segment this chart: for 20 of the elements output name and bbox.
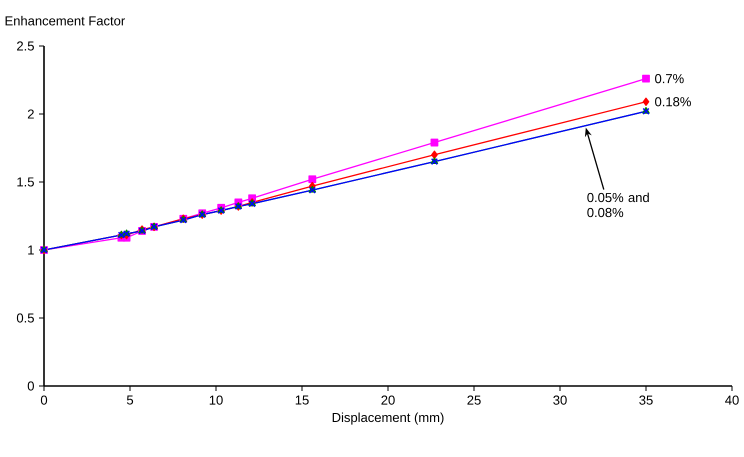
y-tick-label: 2.5 [17,41,34,51]
x-tick-label: 5 [126,396,134,405]
series-label: 0.7% [655,74,684,84]
x-tick-label: 35 [639,396,653,405]
y-tick-label: 1.5 [17,177,34,187]
y-tick-label: 0.5 [16,313,34,323]
x-axis-title: Displacement (mm) [332,412,444,425]
y-axis-title: Enhancement Factor [6,16,125,26]
y-tick-label: 1 [28,246,34,254]
annotation: 0.05% and 0.08% [587,192,649,218]
x-tick-label: 40 [725,396,739,405]
y-tick-label: 0 [28,381,34,391]
x-tick-label: 30 [553,396,567,405]
series-label: 0.18% [655,97,691,106]
y-tick-label: 2 [28,109,34,119]
x-tick-label: 10 [210,396,223,405]
x-tick-label: 15 [296,396,309,405]
x-tick-label: 0 [40,396,48,405]
x-tick-label: 25 [467,396,481,405]
x-tick-label: 20 [381,396,395,405]
